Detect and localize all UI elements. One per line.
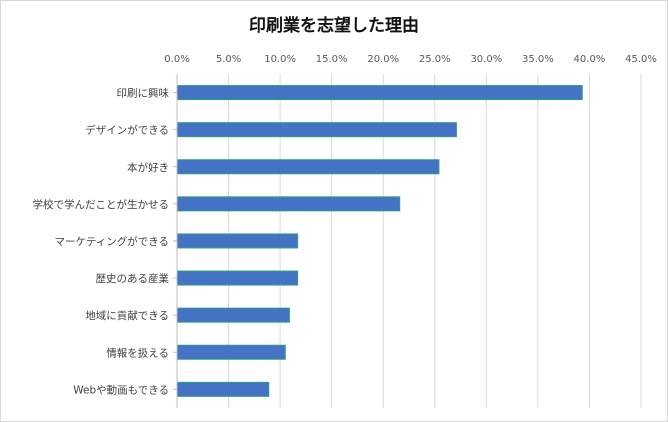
bar: [176, 196, 401, 212]
bar: [176, 270, 299, 286]
category-label: 学校で学んだことが生かせる: [33, 198, 170, 211]
category-label: 本が好き: [127, 161, 169, 174]
category-label: マーケティングができる: [55, 235, 169, 248]
category-label: デザインができる: [85, 124, 169, 137]
bar: [176, 381, 270, 397]
x-tick-label: 40.0%: [574, 54, 606, 65]
bar: [176, 307, 290, 323]
x-tick-label: 20.0%: [367, 54, 399, 65]
bar: [176, 344, 286, 360]
x-tick-label: 15.0%: [316, 54, 348, 65]
category-label: 地域に貢献できる: [85, 309, 169, 322]
bar: [176, 85, 583, 101]
bar: [176, 122, 457, 138]
x-tick-label: 5.0%: [216, 54, 241, 65]
bar: [176, 233, 299, 249]
x-tick-label: 25.0%: [419, 54, 451, 65]
x-tick-label: 35.0%: [522, 54, 554, 65]
bar: [176, 159, 440, 175]
x-tick-label: 10.0%: [264, 54, 296, 65]
category-label: 印刷に興味: [117, 87, 170, 100]
x-tick-label: 0.0%: [164, 54, 189, 65]
chart-title: 印刷業を志望した理由: [249, 16, 419, 36]
x-tick-label: 30.0%: [470, 54, 502, 65]
x-tick-label: 45.0%: [625, 54, 657, 65]
category-label: Webや動画もできる: [73, 383, 169, 396]
category-label: 歴史のある産業: [96, 272, 170, 285]
category-label: 情報を扱える: [106, 346, 169, 359]
